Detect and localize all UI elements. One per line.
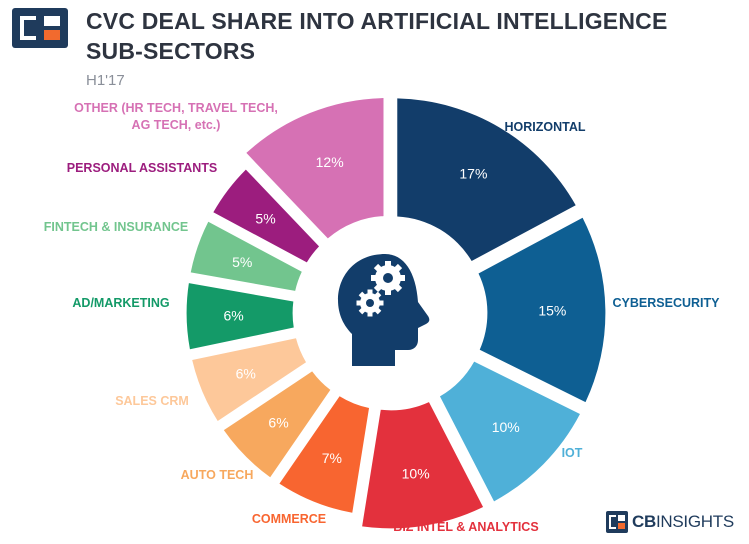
slice-fintech-insurance (190, 221, 302, 291)
head-with-gears-icon (338, 254, 430, 366)
category-label: OTHER (HR TECH, TRAVEL TECH, AG TECH, etc… (74, 101, 278, 132)
category-label: SALES CRM (115, 394, 189, 408)
category-label: AD/MARKETING (72, 296, 169, 310)
percent-label: 10% (492, 419, 520, 435)
gear-large-icon (371, 261, 405, 295)
percent-label: 6% (268, 415, 288, 431)
cb-mark-icon (606, 511, 628, 533)
chart-slices (186, 98, 606, 529)
percent-label: 12% (316, 154, 344, 170)
slice-other-hr-tech-travel-tech-ag-tech-etc (246, 98, 384, 239)
slice-sales-crm (192, 338, 307, 421)
slice-personal-assistants (213, 169, 320, 263)
category-label: IOT (562, 446, 583, 460)
category-label: FINTECH & INSURANCE (44, 220, 188, 234)
slice-horizontal (397, 98, 576, 262)
percent-label: 5% (232, 254, 252, 270)
footer-brand-text: CBINSIGHTS (632, 512, 734, 532)
category-labels: HORIZONTAL CYBERSECURITY IOT BIZ INTEL & AN… (44, 101, 720, 534)
category-label: HORIZONTAL (504, 120, 585, 134)
gear-small-icon (356, 289, 384, 317)
chart-subtitle: H1'17 (86, 72, 125, 89)
center-icon-group (306, 229, 474, 397)
category-label: AUTO TECH (181, 468, 254, 482)
percent-label: 10% (402, 465, 430, 481)
slice-auto-tech (223, 371, 331, 478)
slice-ad-marketing (186, 283, 294, 350)
category-label: BIZ INTEL & ANALYTICS (393, 520, 538, 534)
slice-iot (439, 361, 580, 502)
category-label: CYBERSECURITY (613, 296, 721, 310)
percent-label: 17% (459, 166, 487, 182)
percent-labels: 17% 15% 10% 10% 7% 6% 6% 6% 5% 5% 12% (224, 154, 567, 481)
percent-label: 6% (224, 307, 244, 323)
percent-label: 6% (236, 365, 256, 381)
brand-light: INSIGHTS (655, 512, 734, 531)
category-label: COMMERCE (252, 512, 326, 526)
cb-insights-logo (12, 8, 68, 48)
percent-label: 15% (538, 302, 566, 318)
percent-label: 5% (255, 210, 275, 226)
brand-bold: CB (632, 512, 656, 531)
slice-cybersecurity (478, 217, 606, 403)
slice-biz-intel-analytics (362, 402, 484, 529)
category-label: PERSONAL ASSISTANTS (67, 161, 217, 175)
chart-title: CVC DEAL SHARE INTO ARTIFICIAL INTELLIGE… (86, 8, 668, 64)
slice-commerce (279, 396, 370, 513)
footer-brand: CBINSIGHTS (606, 511, 734, 533)
percent-label: 7% (322, 450, 342, 466)
